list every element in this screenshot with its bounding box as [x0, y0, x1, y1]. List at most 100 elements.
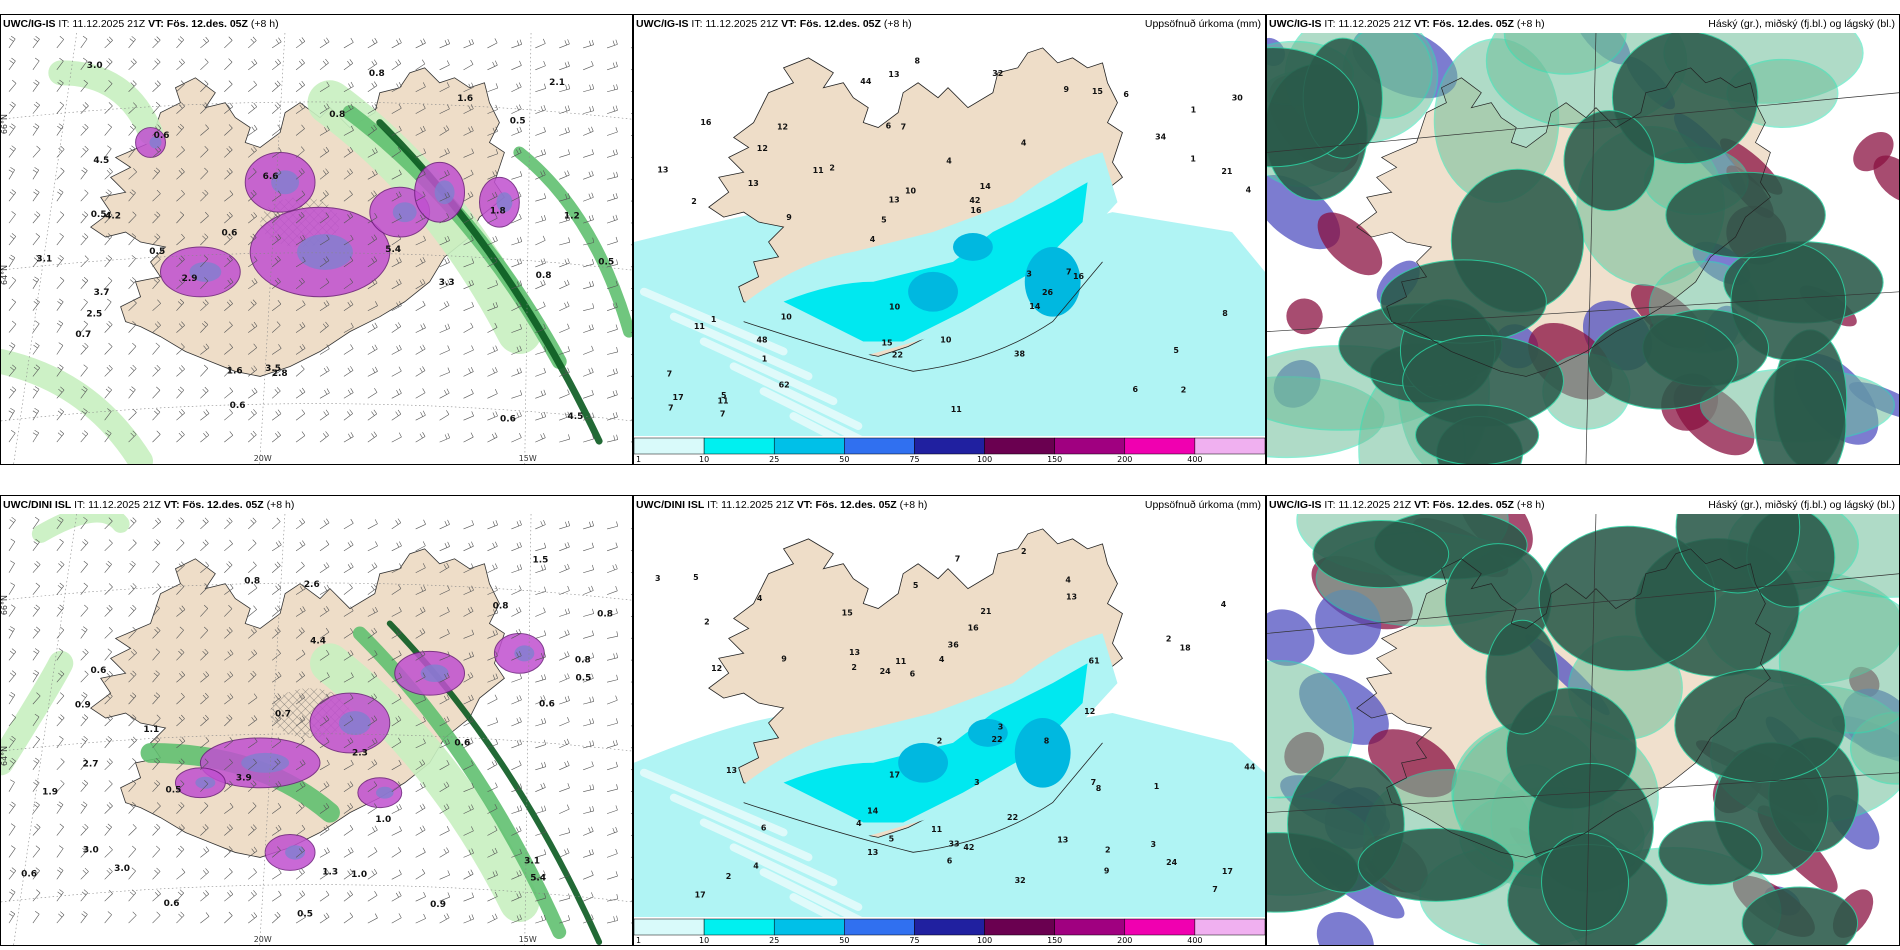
cloud-cover-panel-bottom: UWC/IG-IS IT: 11.12.2025 21Z VT: Fös. 12… — [1266, 495, 1900, 946]
colorbar-swatch — [773, 918, 845, 936]
precip-value-label: 1.6 — [227, 367, 243, 377]
colorbar-label: 200 — [1117, 455, 1132, 464]
colorbar-label: 1 — [636, 936, 641, 945]
precip-value-label: 0.6 — [500, 414, 516, 424]
cloud-svg — [1267, 514, 1899, 945]
cloud-map — [1267, 514, 1899, 945]
high-cloud — [1658, 820, 1763, 886]
precip-value-label: 12 — [777, 123, 788, 132]
precip-value-label: 13 — [726, 766, 737, 775]
precip-value-label: 5 — [881, 216, 887, 225]
precip-value-label: 2 — [1021, 547, 1027, 556]
precip-value-label: 4 — [1246, 186, 1252, 195]
lat-label: 64°N — [1, 746, 9, 766]
precip-value-label: 0.5 — [598, 257, 614, 267]
precip-value-label: 0.5 — [166, 786, 182, 796]
precip-value-label: 42 — [963, 843, 974, 852]
grid-lines — [1267, 33, 1899, 464]
colorbar-swatch — [844, 437, 915, 455]
precip-svg: 2214456412717141616134315151312910657111… — [634, 47, 1265, 436]
colorbar-label: 25 — [769, 455, 779, 464]
sea-streak — [729, 843, 863, 912]
high-cloud — [1741, 886, 1859, 945]
panel-header: UWC/IG-IS IT: 11.12.2025 21Z VT: Fös. 12… — [3, 18, 279, 30]
precip-value-label: 22 — [1007, 813, 1018, 822]
precip-value-label: 1.6 — [457, 94, 473, 104]
precip-value-label: 0.6 — [539, 700, 555, 710]
precip-value-label: 0.6 — [221, 228, 237, 238]
precip-value-label: 21 — [1221, 167, 1232, 176]
precip-value-label: 4.2 — [105, 211, 121, 221]
precip-value-label: 4.5 — [568, 412, 584, 422]
precip-value-label: 33 — [949, 840, 960, 849]
high-cloud — [1665, 171, 1826, 259]
colorbar-swatch — [773, 437, 845, 455]
precip-value-label: 2 — [726, 872, 732, 881]
colorbar-swatch — [634, 437, 705, 455]
precip-value-label: 3 — [998, 723, 1004, 732]
precip-value-label: 0.9 — [75, 700, 91, 710]
precip-value-label: 18 — [1180, 643, 1192, 652]
precip-value-label: 42 — [969, 196, 980, 205]
precip-value-label: 2.9 — [182, 274, 198, 284]
precip-map: 2 2 1 4 4 5 6 4 1 2 7 1 7 14 16 16 13 4 3 1 5 15 13 12 9 10 6 5 7 11 1… — [634, 33, 1265, 436]
precip-value-label: 0.8 — [493, 601, 509, 611]
precip-value-label: 8 — [1222, 309, 1228, 318]
precip-heavy-area — [908, 271, 958, 312]
heavy-precip-core — [514, 645, 535, 662]
panel-header: UWC/IG-IS IT: 11.12.2025 21Z VT: Fös. 12… — [636, 18, 912, 30]
colorbar-swatch — [703, 918, 775, 936]
panel-header: UWC/DINI ISL IT: 11.12.2025 21Z VT: Fös.… — [636, 499, 928, 511]
heavy-precip-core — [496, 192, 513, 213]
precip-value-label: 7 — [667, 370, 673, 379]
precip-value-label: 10 — [781, 313, 793, 322]
precip-value-label: 4 — [870, 235, 876, 244]
precip-mid-area — [783, 663, 1088, 823]
precip-svg: 2133523424725713137132434688131116182224… — [634, 528, 1265, 917]
panel-title: Uppsöfnuð úrkoma (mm) — [1144, 18, 1261, 30]
sea-streak — [729, 362, 863, 431]
colorbar-label: 10 — [699, 455, 709, 464]
precip-value-label: 12 — [711, 664, 722, 673]
colorbar-label: 25 — [769, 936, 779, 945]
precip-value-label: 15 — [1092, 87, 1103, 96]
precip-value-label: 1 — [1191, 106, 1197, 115]
precip-value-label: 16 — [700, 118, 712, 127]
precip-value-label: 0.7 — [275, 710, 291, 720]
precip-value-label: 1.2 — [564, 212, 580, 222]
contour-line — [743, 261, 1103, 372]
precip-value-label: 6 — [1123, 90, 1129, 99]
precip-value-label: 2.7 — [83, 760, 99, 770]
heavy-precip-core — [392, 202, 417, 223]
colorbar-label: 50 — [839, 936, 849, 945]
precip-value-label: 0.6 — [90, 666, 106, 676]
sea-streak — [639, 287, 788, 356]
precip-value-label: 14 — [1029, 302, 1041, 311]
sea-streak — [699, 818, 838, 887]
precip-value-label: 16 — [968, 624, 980, 633]
precip-band — [376, 119, 603, 445]
precip-value-label: 17 — [673, 393, 684, 402]
precip-value-label: 61 — [1089, 657, 1100, 666]
contour-line — [743, 742, 1103, 853]
wind-precip-svg: 66°N 64°N 20W 15W 0.5 1.9 0.7 1.1 0.8 0.6 0.8 3.1 2.… — [1, 514, 632, 945]
precip-value-label: 11 — [717, 396, 728, 405]
cloud-map — [1267, 33, 1899, 464]
precip-value-label: 0.5 — [149, 247, 165, 257]
precip-value-label: 4 — [1221, 600, 1227, 609]
colorbar-swatch — [1054, 918, 1126, 936]
precip-value-label: 17 — [695, 890, 706, 899]
lon-label: 15W — [519, 935, 537, 944]
precip-value-label: 2 — [937, 736, 943, 745]
precip-value-label: 2.1 — [549, 78, 565, 88]
sea-streak — [759, 868, 863, 917]
high-cloud — [1267, 47, 1360, 168]
precip-value-label: 0.9 — [430, 900, 446, 910]
precip-heavy-area — [898, 742, 949, 783]
precip-value-label: 2 — [829, 163, 835, 172]
precip-value-label: 2.3 — [352, 749, 368, 759]
precip-value-label: 26 — [1042, 288, 1054, 297]
precip-value-label: 16 — [1073, 272, 1085, 281]
precip-value-label: 3.0 — [83, 845, 99, 855]
precip-value-label: 0.7 — [75, 330, 91, 340]
